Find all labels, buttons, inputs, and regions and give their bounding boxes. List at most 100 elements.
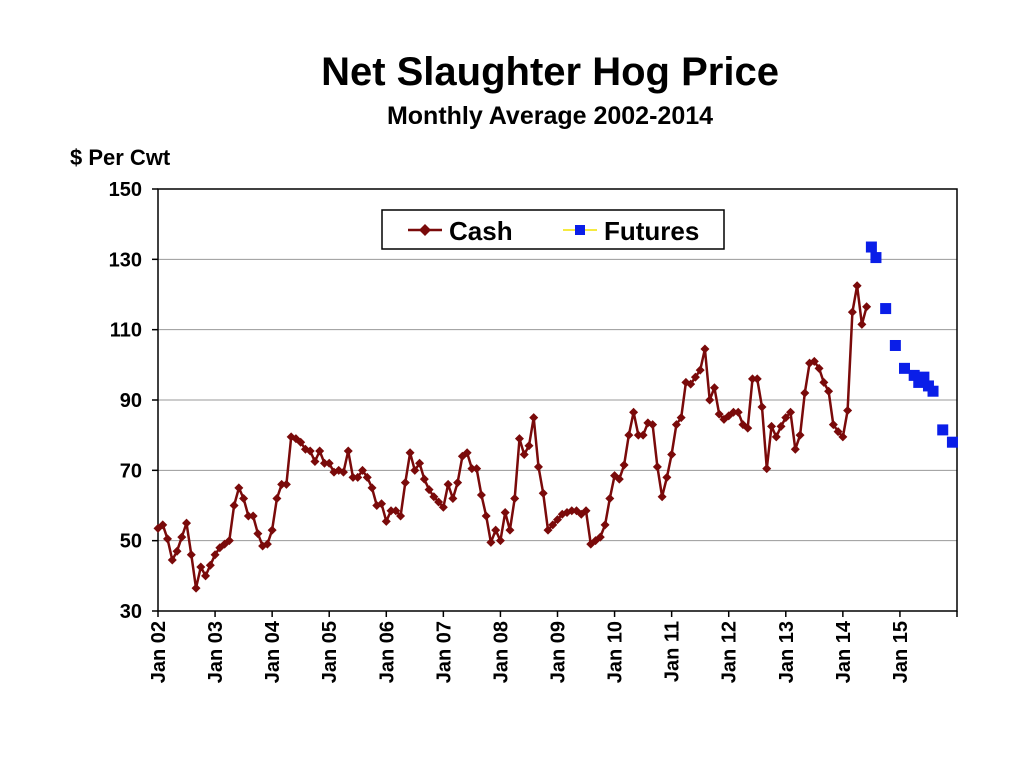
cash-point bbox=[662, 472, 672, 482]
cash-point bbox=[781, 413, 791, 423]
cash-point bbox=[505, 525, 515, 535]
cash-point bbox=[281, 479, 291, 489]
cash-point bbox=[567, 506, 577, 516]
cash-point bbox=[377, 499, 387, 509]
x-tick-label: Jan 07 bbox=[433, 621, 455, 683]
y-tick-label: 150 bbox=[109, 179, 142, 201]
cash-point bbox=[524, 441, 534, 451]
cash-point bbox=[172, 546, 182, 556]
cash-point bbox=[667, 450, 677, 460]
cash-point bbox=[277, 479, 287, 489]
cash-point bbox=[182, 518, 192, 528]
chart-subtitle: Monthly Average 2002-2014 bbox=[386, 102, 714, 130]
legend-futures-marker bbox=[575, 225, 585, 235]
cash-point bbox=[771, 432, 781, 442]
cash-point bbox=[201, 571, 211, 581]
cash-point bbox=[438, 502, 448, 512]
cash-point bbox=[581, 506, 591, 516]
cash-point bbox=[424, 485, 434, 495]
cash-point bbox=[415, 458, 425, 468]
cash-point bbox=[795, 430, 805, 440]
x-tick-label: Jan 11 bbox=[662, 621, 684, 682]
cash-point bbox=[790, 444, 800, 454]
cash-point bbox=[262, 539, 272, 549]
cash-point bbox=[467, 464, 477, 474]
cash-point bbox=[234, 483, 244, 493]
cash-point bbox=[762, 464, 772, 474]
cash-point bbox=[714, 409, 724, 419]
cash-point bbox=[705, 395, 715, 405]
cash-point bbox=[362, 472, 372, 482]
x-tick-label: Jan 06 bbox=[376, 621, 398, 683]
cash-point bbox=[229, 501, 239, 510]
cash-point bbox=[405, 448, 415, 458]
y-axis-label: $ Per Cwt bbox=[70, 145, 171, 170]
cash-point bbox=[434, 497, 444, 507]
cash-point bbox=[400, 478, 410, 488]
legend-cash-marker bbox=[419, 224, 431, 236]
cash-point bbox=[343, 446, 353, 456]
legend-cash-label: Cash bbox=[449, 216, 513, 246]
cash-point bbox=[605, 493, 615, 503]
cash-point bbox=[767, 421, 777, 431]
cash-point bbox=[709, 383, 719, 393]
cash-point bbox=[495, 536, 505, 546]
x-tick-label: Jan 13 bbox=[776, 621, 798, 683]
cash-point bbox=[186, 550, 196, 560]
cash-point bbox=[476, 490, 486, 500]
cash-point bbox=[833, 427, 843, 437]
gridlines bbox=[158, 258, 957, 542]
cash-point bbox=[210, 550, 220, 560]
chart-title: Net Slaughter Hog Price bbox=[321, 50, 779, 94]
futures-point bbox=[865, 241, 877, 253]
cash-point bbox=[491, 525, 501, 535]
cash-point bbox=[429, 492, 439, 502]
cash-point bbox=[396, 511, 406, 521]
cash-point bbox=[533, 462, 543, 472]
cash-point bbox=[319, 458, 329, 468]
y-tick-label: 130 bbox=[109, 249, 142, 271]
cash-point bbox=[686, 379, 696, 389]
legend: Cash Futures bbox=[381, 209, 725, 250]
cash-point bbox=[847, 307, 857, 317]
cash-point bbox=[733, 407, 743, 417]
cash-point bbox=[671, 420, 681, 430]
cash-point bbox=[305, 446, 315, 456]
cash-point bbox=[529, 413, 539, 423]
y-tick-label: 110 bbox=[110, 320, 142, 342]
cash-point bbox=[786, 407, 796, 417]
cash-point bbox=[224, 536, 234, 546]
x-tick-label: Jan 14 bbox=[833, 620, 855, 683]
cash-point bbox=[419, 474, 429, 484]
cash-point bbox=[163, 534, 173, 544]
futures-point bbox=[880, 303, 892, 315]
cash-point bbox=[205, 560, 215, 570]
cash-point bbox=[819, 377, 829, 387]
cash-point bbox=[324, 458, 334, 468]
cash-point bbox=[462, 448, 472, 458]
cash-point bbox=[843, 406, 853, 416]
cash-line bbox=[157, 284, 868, 590]
x-tick-label: Jan 02 bbox=[148, 621, 170, 683]
cash-point bbox=[619, 460, 629, 470]
cash-point bbox=[757, 402, 767, 412]
x-tick-label: Jan 12 bbox=[719, 621, 741, 683]
cash-point bbox=[272, 493, 282, 503]
cash-point bbox=[353, 472, 363, 482]
cash-point bbox=[776, 421, 786, 431]
cash-point bbox=[381, 516, 391, 526]
cash-point bbox=[629, 407, 639, 417]
cash-point bbox=[500, 508, 510, 518]
cash-point bbox=[728, 407, 738, 417]
cash-point bbox=[514, 434, 524, 444]
cash-point bbox=[824, 386, 834, 396]
cash-point bbox=[196, 562, 206, 572]
cash-point bbox=[676, 413, 686, 423]
futures-point bbox=[908, 369, 920, 381]
cash-point bbox=[167, 555, 177, 565]
y-axis: 30 50 70 90 110 130 150 bbox=[109, 179, 158, 623]
cash-point bbox=[158, 520, 168, 530]
cash-point bbox=[510, 493, 520, 503]
cash-point bbox=[552, 515, 562, 525]
futures-point bbox=[870, 252, 882, 264]
